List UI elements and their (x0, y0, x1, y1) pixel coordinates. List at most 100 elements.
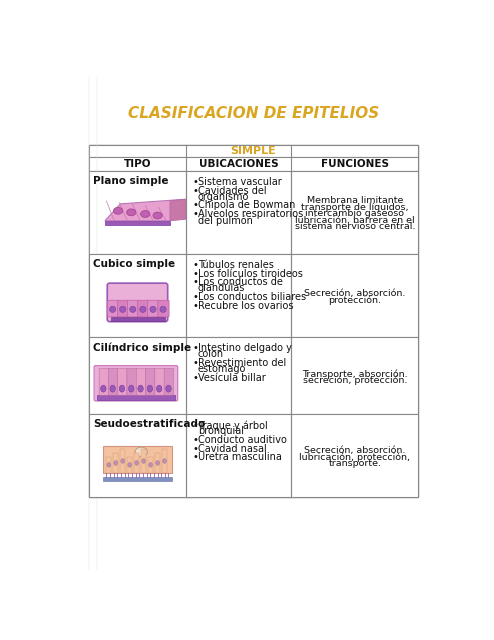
Ellipse shape (107, 463, 111, 467)
Bar (111, 317, 165, 321)
Text: •: • (192, 278, 198, 287)
Ellipse shape (135, 461, 139, 465)
Polygon shape (105, 221, 170, 225)
Text: FUNCIONES: FUNCIONES (321, 159, 389, 169)
Text: •: • (192, 209, 198, 219)
FancyBboxPatch shape (99, 368, 108, 395)
FancyBboxPatch shape (138, 300, 149, 317)
Text: Recubre los ovarios: Recubre los ovarios (198, 301, 293, 311)
FancyBboxPatch shape (146, 368, 155, 395)
Text: Plano simple: Plano simple (93, 176, 168, 186)
Text: Los conductos biliares: Los conductos biliares (198, 292, 306, 302)
Text: lubricación, barrera en el: lubricación, barrera en el (295, 216, 414, 225)
Bar (89, 145, 418, 157)
Text: •: • (192, 186, 198, 196)
Text: Túbulos renales: Túbulos renales (198, 260, 274, 270)
Bar (89, 337, 418, 414)
Bar (121, 449, 125, 472)
Text: Cilíndrico simple: Cilíndrico simple (93, 342, 191, 353)
Text: protección.: protección. (329, 296, 381, 305)
Ellipse shape (114, 461, 118, 465)
Bar (155, 453, 160, 472)
Ellipse shape (110, 307, 116, 312)
Bar (127, 457, 132, 472)
Text: lubricación, protección,: lubricación, protección, (299, 452, 411, 462)
Ellipse shape (157, 385, 162, 392)
Ellipse shape (120, 307, 126, 312)
Text: •: • (192, 358, 198, 368)
Ellipse shape (166, 385, 171, 392)
Text: •: • (192, 292, 198, 302)
Text: Secreción, absorción.: Secreción, absorción. (304, 289, 406, 298)
Text: secreción, protección.: secreción, protección. (303, 376, 407, 385)
Text: •: • (192, 269, 198, 279)
Bar (134, 453, 139, 472)
Ellipse shape (110, 385, 116, 392)
Text: organismo: organismo (198, 191, 249, 202)
Text: Sistema vascular: Sistema vascular (198, 177, 282, 187)
Text: •: • (192, 372, 198, 383)
Text: SIMPLE: SIMPLE (231, 146, 277, 156)
Text: sistema nervioso central.: sistema nervioso central. (294, 222, 415, 231)
Text: Vesícula billar: Vesícula billar (198, 372, 265, 383)
Text: Transporte, absorción.: Transporte, absorción. (302, 369, 408, 378)
Bar (89, 254, 418, 337)
Ellipse shape (135, 447, 148, 456)
Text: colon: colon (198, 349, 224, 359)
Text: Traque y árbol: Traque y árbol (198, 420, 267, 431)
FancyBboxPatch shape (155, 368, 164, 395)
Text: Membrana limitante: Membrana limitante (307, 196, 403, 205)
FancyBboxPatch shape (94, 365, 178, 401)
Ellipse shape (128, 463, 131, 467)
Bar (114, 453, 118, 472)
FancyBboxPatch shape (107, 300, 119, 317)
Text: •: • (192, 200, 198, 211)
Text: Cavidad nasal: Cavidad nasal (198, 444, 266, 454)
FancyBboxPatch shape (136, 368, 146, 395)
Text: Secreción, absorción.: Secreción, absorción. (304, 446, 406, 455)
Text: Conducto auditivo: Conducto auditivo (198, 435, 287, 445)
Text: •: • (192, 301, 198, 311)
Ellipse shape (141, 211, 150, 218)
Text: •: • (192, 452, 198, 462)
Text: del pulmón: del pulmón (198, 215, 252, 225)
Bar (89, 171, 418, 254)
Text: •: • (192, 260, 198, 270)
Text: intercambio gaseoso: intercambio gaseoso (305, 209, 405, 218)
FancyBboxPatch shape (108, 368, 118, 395)
Ellipse shape (140, 307, 146, 312)
Text: Cubico simple: Cubico simple (93, 259, 175, 269)
Text: Cavidades del: Cavidades del (198, 186, 266, 196)
Text: Chipola de Bowman: Chipola de Bowman (198, 200, 295, 211)
Text: •: • (192, 343, 198, 353)
Text: Los folículos tiroideos: Los folículos tiroideos (198, 269, 302, 279)
Text: •: • (192, 444, 198, 454)
Ellipse shape (126, 209, 136, 216)
Text: TIPO: TIPO (124, 159, 151, 169)
Bar (89, 145, 418, 497)
Ellipse shape (121, 459, 124, 463)
Text: transporte.: transporte. (329, 459, 381, 468)
Ellipse shape (163, 459, 166, 463)
Ellipse shape (138, 385, 143, 392)
FancyBboxPatch shape (148, 300, 159, 317)
Bar (97, 395, 175, 400)
Polygon shape (105, 199, 186, 221)
FancyBboxPatch shape (118, 368, 127, 395)
Text: Alveolos respiratorios: Alveolos respiratorios (198, 209, 303, 219)
Text: estomago: estomago (198, 364, 246, 374)
Ellipse shape (153, 212, 162, 219)
Ellipse shape (147, 385, 153, 392)
Ellipse shape (101, 385, 106, 392)
FancyBboxPatch shape (118, 300, 129, 317)
Bar (103, 477, 172, 481)
Bar (107, 457, 111, 472)
Bar (89, 414, 418, 497)
Ellipse shape (160, 307, 166, 312)
Text: UBICACIONES: UBICACIONES (199, 159, 279, 169)
Text: transporte de líquidos,: transporte de líquidos, (301, 202, 409, 211)
FancyBboxPatch shape (127, 300, 139, 317)
Ellipse shape (156, 461, 160, 465)
FancyBboxPatch shape (107, 283, 167, 322)
Ellipse shape (119, 385, 124, 392)
